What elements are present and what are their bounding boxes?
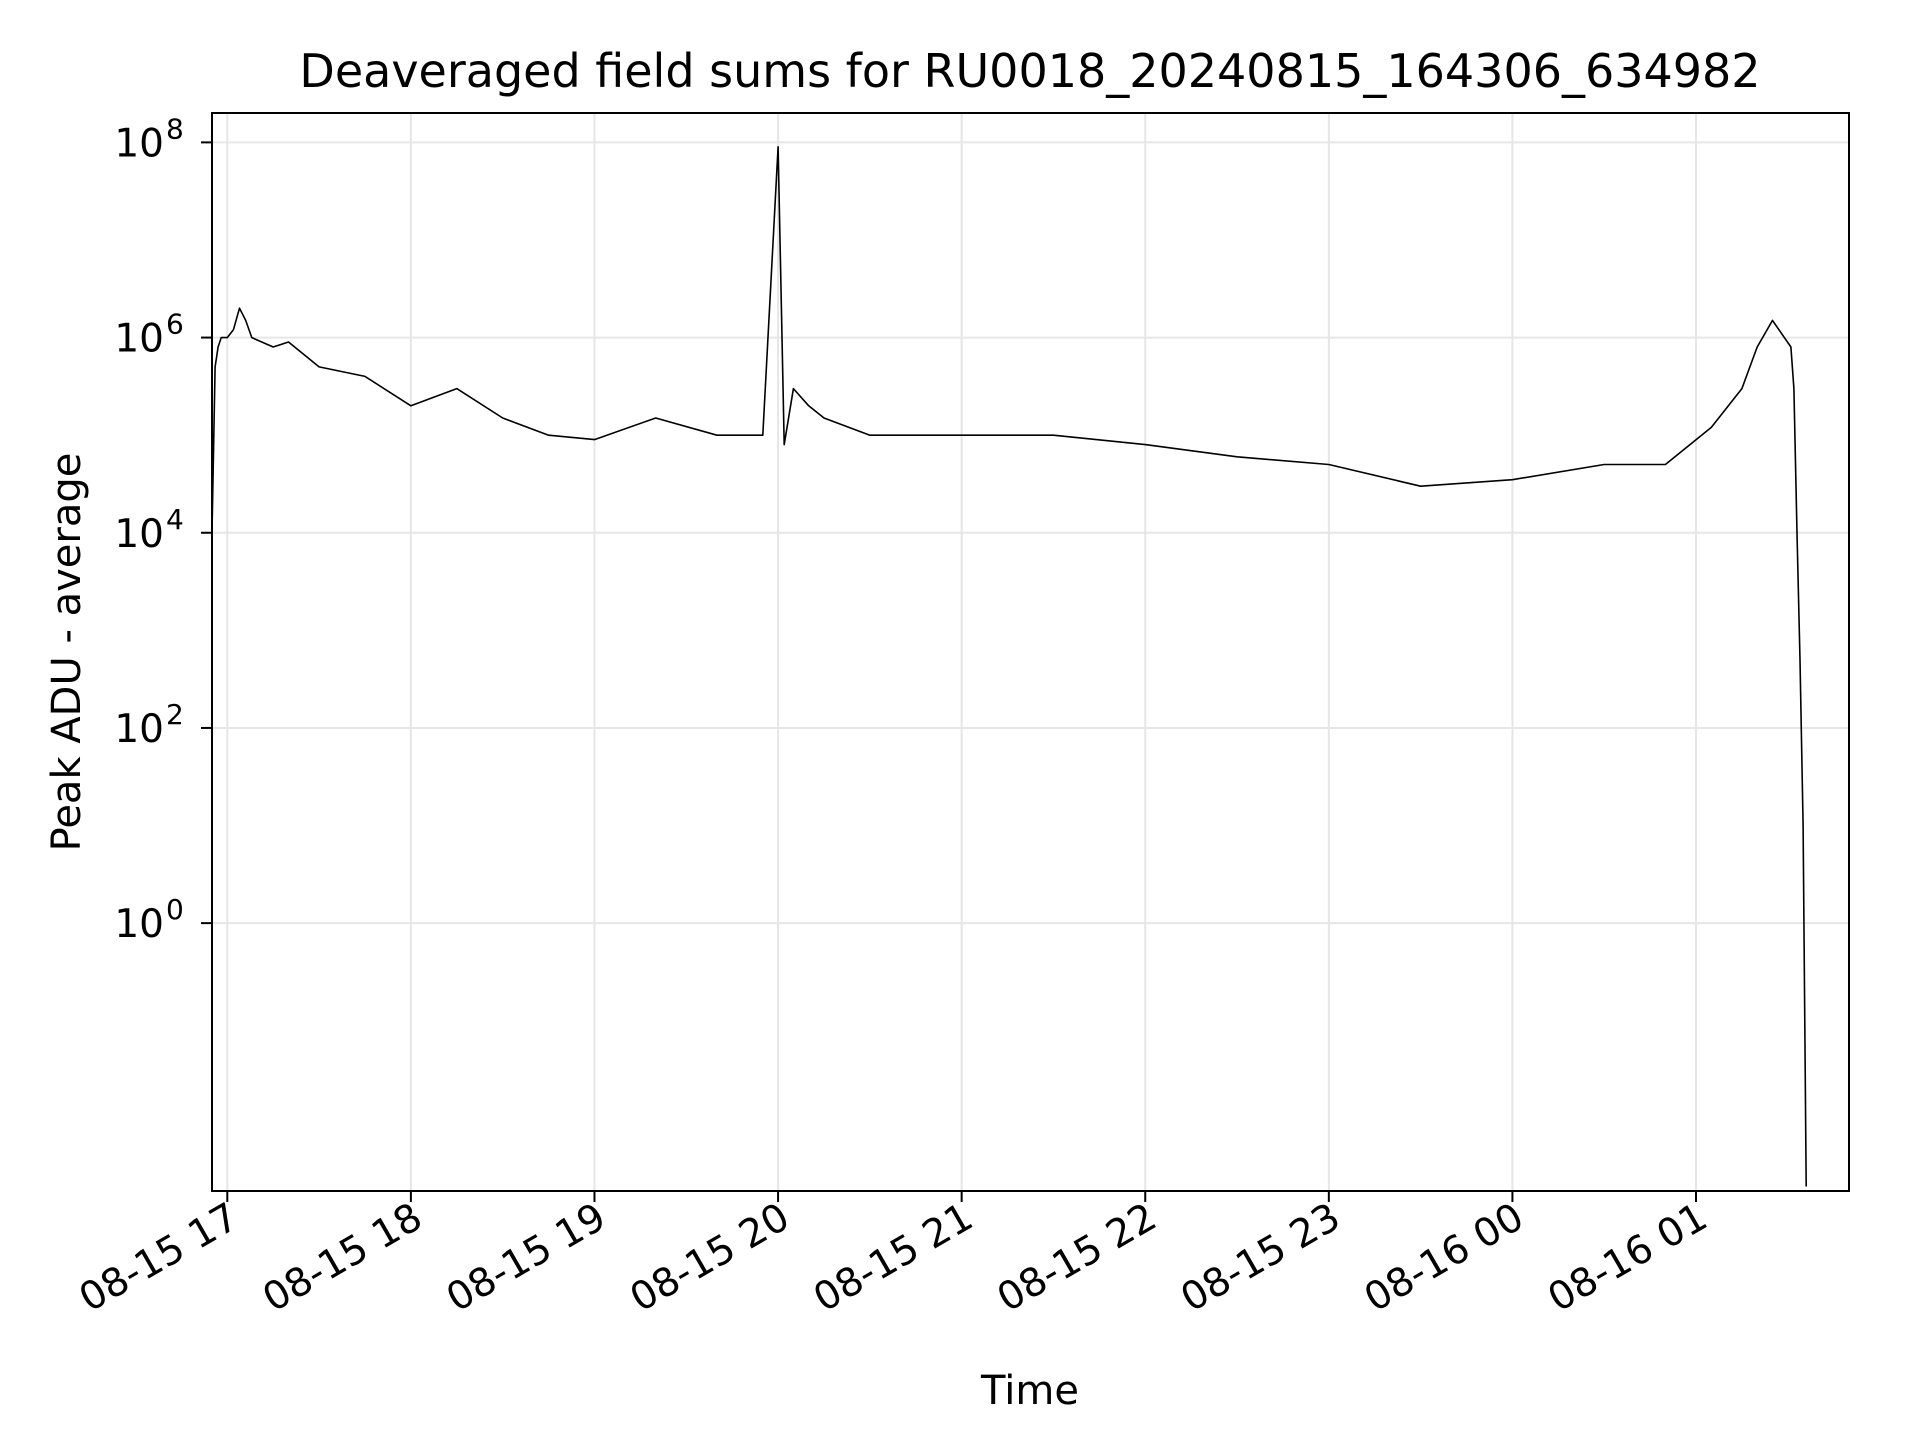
series-layer: [212, 146, 1807, 1187]
y-tick-label: 10: [114, 317, 164, 362]
x-axis-label: Time: [980, 1368, 1079, 1414]
y-tick-label: 10: [114, 902, 164, 947]
y-tick-exponent: 4: [166, 503, 184, 536]
series-line: [212, 146, 1807, 1187]
y-tick-exponent: 6: [166, 308, 184, 341]
y-tick-exponent: 2: [166, 698, 184, 731]
plot-frame: [211, 112, 1850, 1192]
y-axis-label: Peak ADU - average: [44, 453, 90, 852]
y-tick-exponent: 0: [166, 893, 184, 926]
grid: [212, 113, 1849, 1191]
chart-title: Deaveraged field sums for RU0018_2024081…: [299, 44, 1760, 98]
y-tick-exponent: 8: [166, 112, 184, 145]
y-tick-label: 10: [114, 707, 164, 752]
y-tick-label: 10: [114, 512, 164, 557]
y-tick-label: 10: [114, 121, 164, 166]
